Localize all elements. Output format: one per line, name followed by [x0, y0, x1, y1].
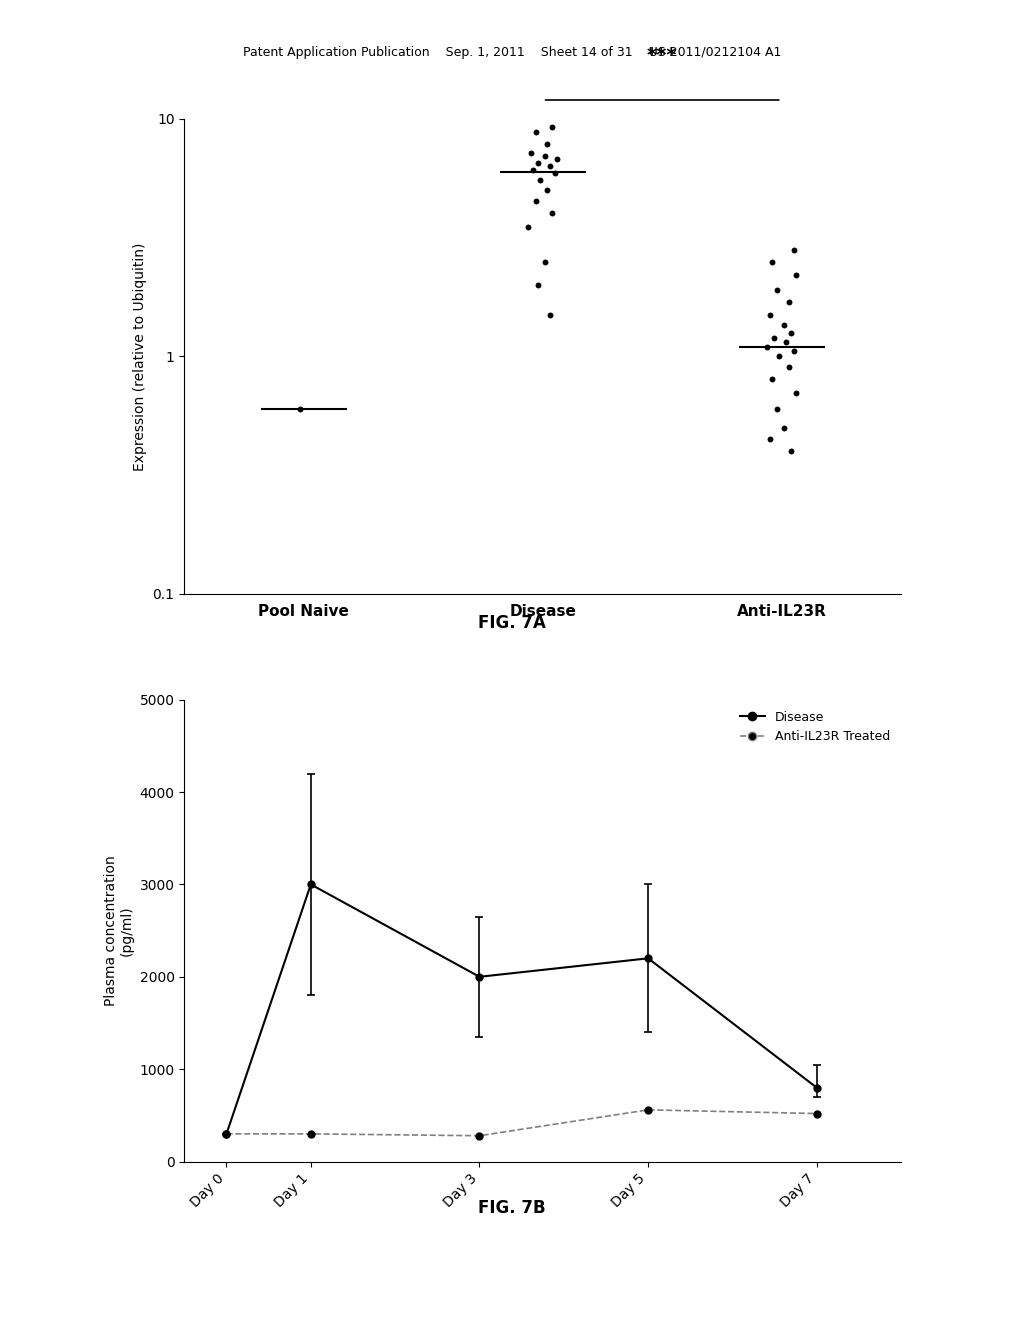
Point	[787, 264, 804, 285]
Point	[778, 331, 795, 352]
Point	[542, 156, 558, 177]
Legend: Disease, Anti-IL23R Treated: Disease, Anti-IL23R Treated	[734, 706, 895, 748]
Text: FIG. 7B: FIG. 7B	[478, 1199, 546, 1217]
Text: Patent Application Publication    Sep. 1, 2011    Sheet 14 of 31    US 2011/0212: Patent Application Publication Sep. 1, 2…	[243, 46, 781, 59]
Text: ***: ***	[647, 46, 677, 65]
Point	[783, 323, 800, 345]
Point	[769, 280, 785, 301]
Point	[529, 153, 546, 174]
Point	[764, 251, 780, 272]
Point	[529, 275, 546, 296]
Point	[540, 180, 556, 201]
Point	[540, 133, 556, 154]
Point	[766, 327, 782, 348]
Point	[776, 315, 793, 337]
Point	[292, 399, 308, 420]
Point	[547, 162, 563, 183]
Point	[771, 346, 787, 367]
Y-axis label: Plasma concentration
(pg/ml): Plasma concentration (pg/ml)	[103, 855, 134, 1006]
Point	[783, 441, 800, 462]
Point	[525, 160, 542, 181]
Text: FIG. 7A: FIG. 7A	[478, 614, 546, 632]
Point	[537, 251, 553, 272]
Point	[527, 190, 544, 211]
Point	[787, 383, 804, 404]
Point	[769, 399, 785, 420]
Point	[759, 337, 775, 358]
Point	[522, 143, 539, 164]
Point	[785, 341, 802, 362]
Point	[762, 304, 778, 325]
Point	[776, 417, 793, 438]
Point	[785, 240, 802, 261]
Point	[780, 356, 797, 378]
Y-axis label: Expression (relative to Ubiquitin): Expression (relative to Ubiquitin)	[133, 242, 147, 471]
Point	[527, 121, 544, 143]
Point	[544, 117, 560, 139]
Point	[762, 428, 778, 449]
Point	[780, 292, 797, 313]
Point	[520, 216, 537, 238]
Point	[542, 304, 558, 325]
Point	[549, 148, 565, 169]
Point	[544, 203, 560, 224]
Point	[537, 145, 553, 166]
Point	[764, 368, 780, 389]
Point	[532, 170, 549, 191]
